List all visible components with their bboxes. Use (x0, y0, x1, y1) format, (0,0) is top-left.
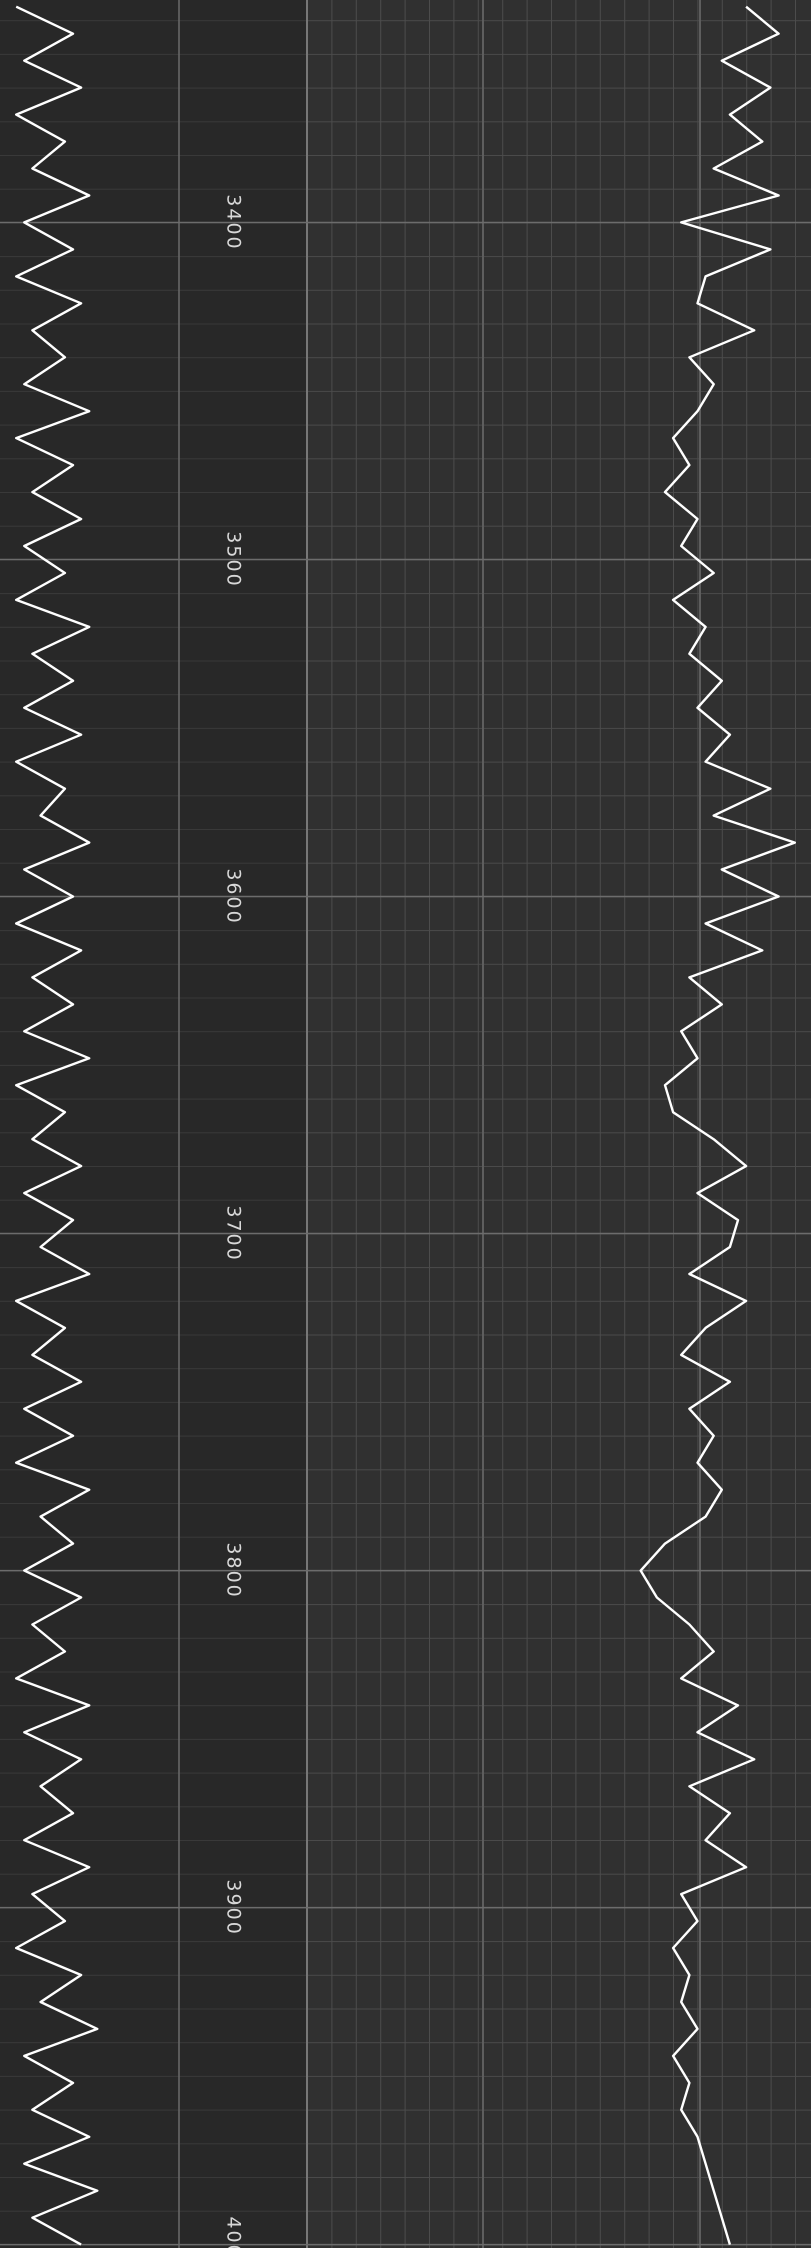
tick-label: 3900 (223, 1879, 245, 1935)
spectrum-line (639, 5, 796, 2245)
tick-label: 3800 (223, 1542, 245, 1598)
tick-label: 4000 (223, 2216, 245, 2248)
minor-grid (0, 0, 307, 2248)
tick-label: 3600 (223, 868, 245, 924)
minor-grid (307, 0, 811, 2248)
tick-label: 3700 (223, 1205, 245, 1261)
tick-label: 3400 (223, 194, 245, 250)
tick-label: 3500 (223, 531, 245, 587)
spectrum-line (15, 5, 99, 2246)
